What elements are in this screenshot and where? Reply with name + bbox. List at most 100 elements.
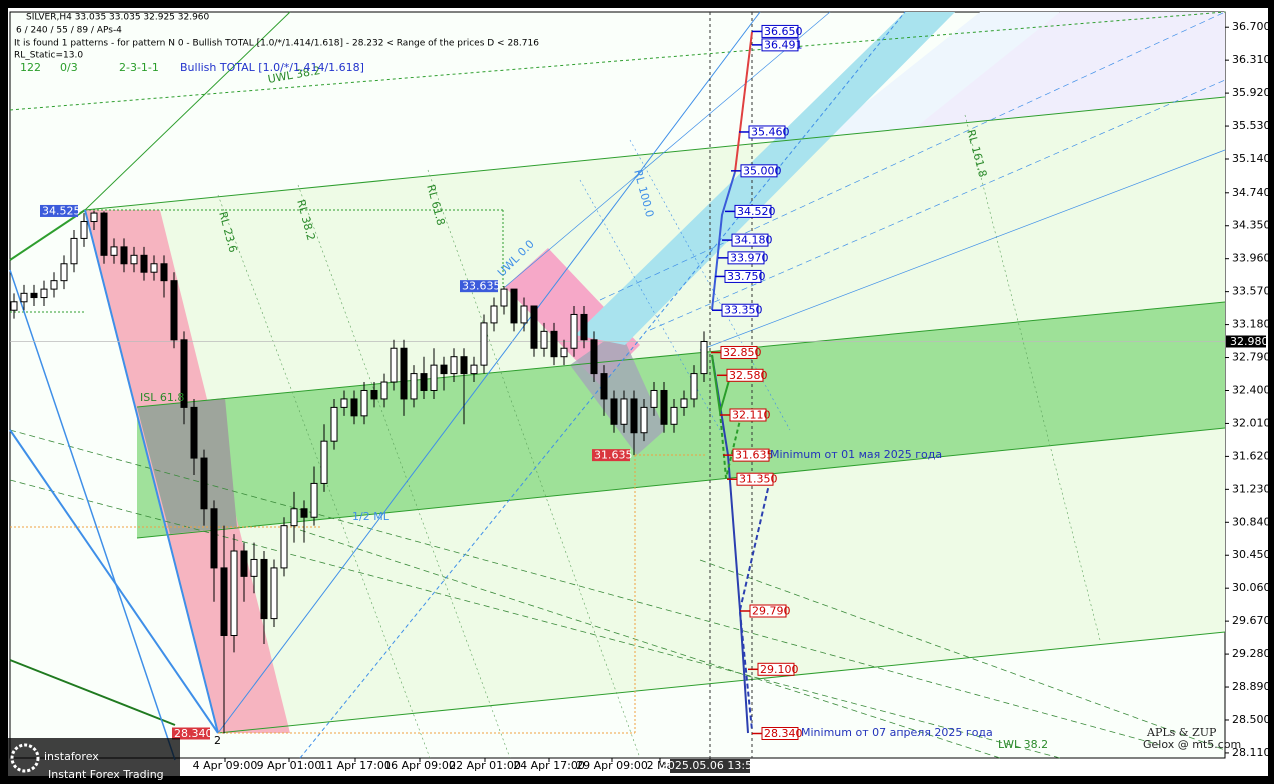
candle-body xyxy=(50,280,58,290)
level-label: 35.460 xyxy=(751,125,790,138)
y-tick-label: 33.960 xyxy=(1232,252,1271,265)
level-label: 33.750 xyxy=(727,270,766,283)
candle-body xyxy=(630,398,638,434)
candle-body xyxy=(520,305,528,324)
candle-body xyxy=(60,263,68,282)
candle-body xyxy=(290,508,298,527)
warning-lines xyxy=(9,429,1226,759)
level-box xyxy=(736,472,774,486)
candle-body xyxy=(90,212,98,223)
candle-body xyxy=(280,525,288,569)
x-tick-label: 16 Apr 09:00 xyxy=(384,759,456,772)
level-box xyxy=(749,604,787,618)
level-label: 33.350 xyxy=(724,304,763,317)
level-label: 32.580 xyxy=(729,369,768,382)
level-label: 35.000 xyxy=(743,164,782,177)
candle-body xyxy=(700,340,708,375)
pivot-box xyxy=(592,449,630,462)
info-line: It is found 1 patterns - for pattern N 0… xyxy=(14,39,539,49)
candle-body xyxy=(170,280,178,341)
level-label: 29.790 xyxy=(752,604,791,617)
candle-body xyxy=(40,288,48,299)
title: SILVER,H4 33.035 33.035 32.925 32.960 xyxy=(26,13,210,23)
candle-body xyxy=(190,406,198,459)
level-label: 31.350 xyxy=(739,473,778,486)
pivot-label: 31.635 xyxy=(594,449,633,462)
candle-body xyxy=(160,263,168,282)
y-tick-label: 34.740 xyxy=(1232,186,1271,199)
candle-body xyxy=(10,301,18,311)
cyan-band xyxy=(575,12,955,345)
x-tick-label: 2 Ma xyxy=(647,759,674,772)
candle-body xyxy=(560,347,568,358)
level-box xyxy=(721,303,759,317)
candle-body xyxy=(250,558,258,577)
candle-body xyxy=(440,364,448,375)
signature: Gelox @ mt5.com xyxy=(1143,738,1241,751)
x-tick-label: 29 Apr 09:00 xyxy=(576,759,648,772)
candle-body xyxy=(650,389,658,408)
x-tick-label: 4 Apr 09:00 xyxy=(193,759,258,772)
y-tick-label: 31.620 xyxy=(1232,449,1271,462)
y-tick-label: 29.670 xyxy=(1232,614,1271,627)
x-tick-label: 22 Apr 01:00 xyxy=(449,759,521,772)
level-box xyxy=(729,408,767,422)
stat: 0/3 xyxy=(60,61,78,74)
stat: 122 xyxy=(20,61,41,74)
candle-body xyxy=(460,356,468,375)
candle-body xyxy=(140,254,148,273)
info-line: RL_Static=13.0 xyxy=(14,51,83,61)
last-price-box xyxy=(1226,335,1266,348)
stat: 2-3-1-1 xyxy=(119,61,159,74)
line-label: LWL 38.2 xyxy=(998,738,1048,751)
line-label: ISL 61.8 xyxy=(140,391,184,404)
x-cursor-bg xyxy=(670,759,750,773)
candle-body xyxy=(610,398,618,425)
y-tick-label: 33.180 xyxy=(1232,318,1271,331)
candle-body xyxy=(640,406,648,434)
candle-body xyxy=(330,406,338,442)
candle-body xyxy=(430,364,438,391)
logo-tagline: Instant Forex Trading xyxy=(48,768,164,781)
candle-body xyxy=(410,373,418,400)
candle-body xyxy=(210,508,218,569)
y-tick-label: 29.280 xyxy=(1232,647,1271,660)
level-label: 31.635 xyxy=(735,449,774,462)
candle-body xyxy=(620,398,628,425)
candle-body xyxy=(100,212,108,256)
candle-body xyxy=(690,373,698,400)
signature: APLs & ZUP xyxy=(1146,726,1217,739)
candle-body xyxy=(590,339,598,375)
level-box xyxy=(726,368,764,382)
candle-body xyxy=(570,313,578,349)
candle-body xyxy=(20,292,28,303)
orange-guides xyxy=(10,454,705,734)
pivot-label: 33.635 xyxy=(462,280,501,293)
candle-body xyxy=(370,389,378,400)
candle-body xyxy=(510,288,518,324)
candle-body xyxy=(660,389,668,425)
y-tick-label: 35.920 xyxy=(1232,86,1271,99)
candle-body xyxy=(300,508,308,518)
info-line: 6 / 240 / 55 / 89 / APs-4 xyxy=(16,26,122,36)
level-box xyxy=(761,38,799,52)
candle-body xyxy=(530,305,538,349)
y-tick-label: 28.110 xyxy=(1232,746,1271,759)
x-tick-label: 9 Apr 01:00 xyxy=(257,759,322,772)
candle-body xyxy=(120,246,128,265)
candle-body xyxy=(70,237,78,265)
pivot-label: 28.340 xyxy=(174,727,213,740)
logo-icon xyxy=(10,743,40,773)
candle-body xyxy=(260,558,268,620)
level-box xyxy=(761,726,799,740)
y-tick-label: 35.140 xyxy=(1232,152,1271,165)
line-label: 1/2 ML xyxy=(352,510,390,523)
pattern: Bullish TOTAL [1.0/*/1.414/1.618] xyxy=(180,61,364,74)
y-tick-label: 28.500 xyxy=(1232,713,1271,726)
candle-body xyxy=(130,254,138,265)
y-tick-label: 31.230 xyxy=(1232,482,1271,495)
y-tick-label: 32.790 xyxy=(1232,351,1271,364)
candle-body xyxy=(470,364,478,375)
